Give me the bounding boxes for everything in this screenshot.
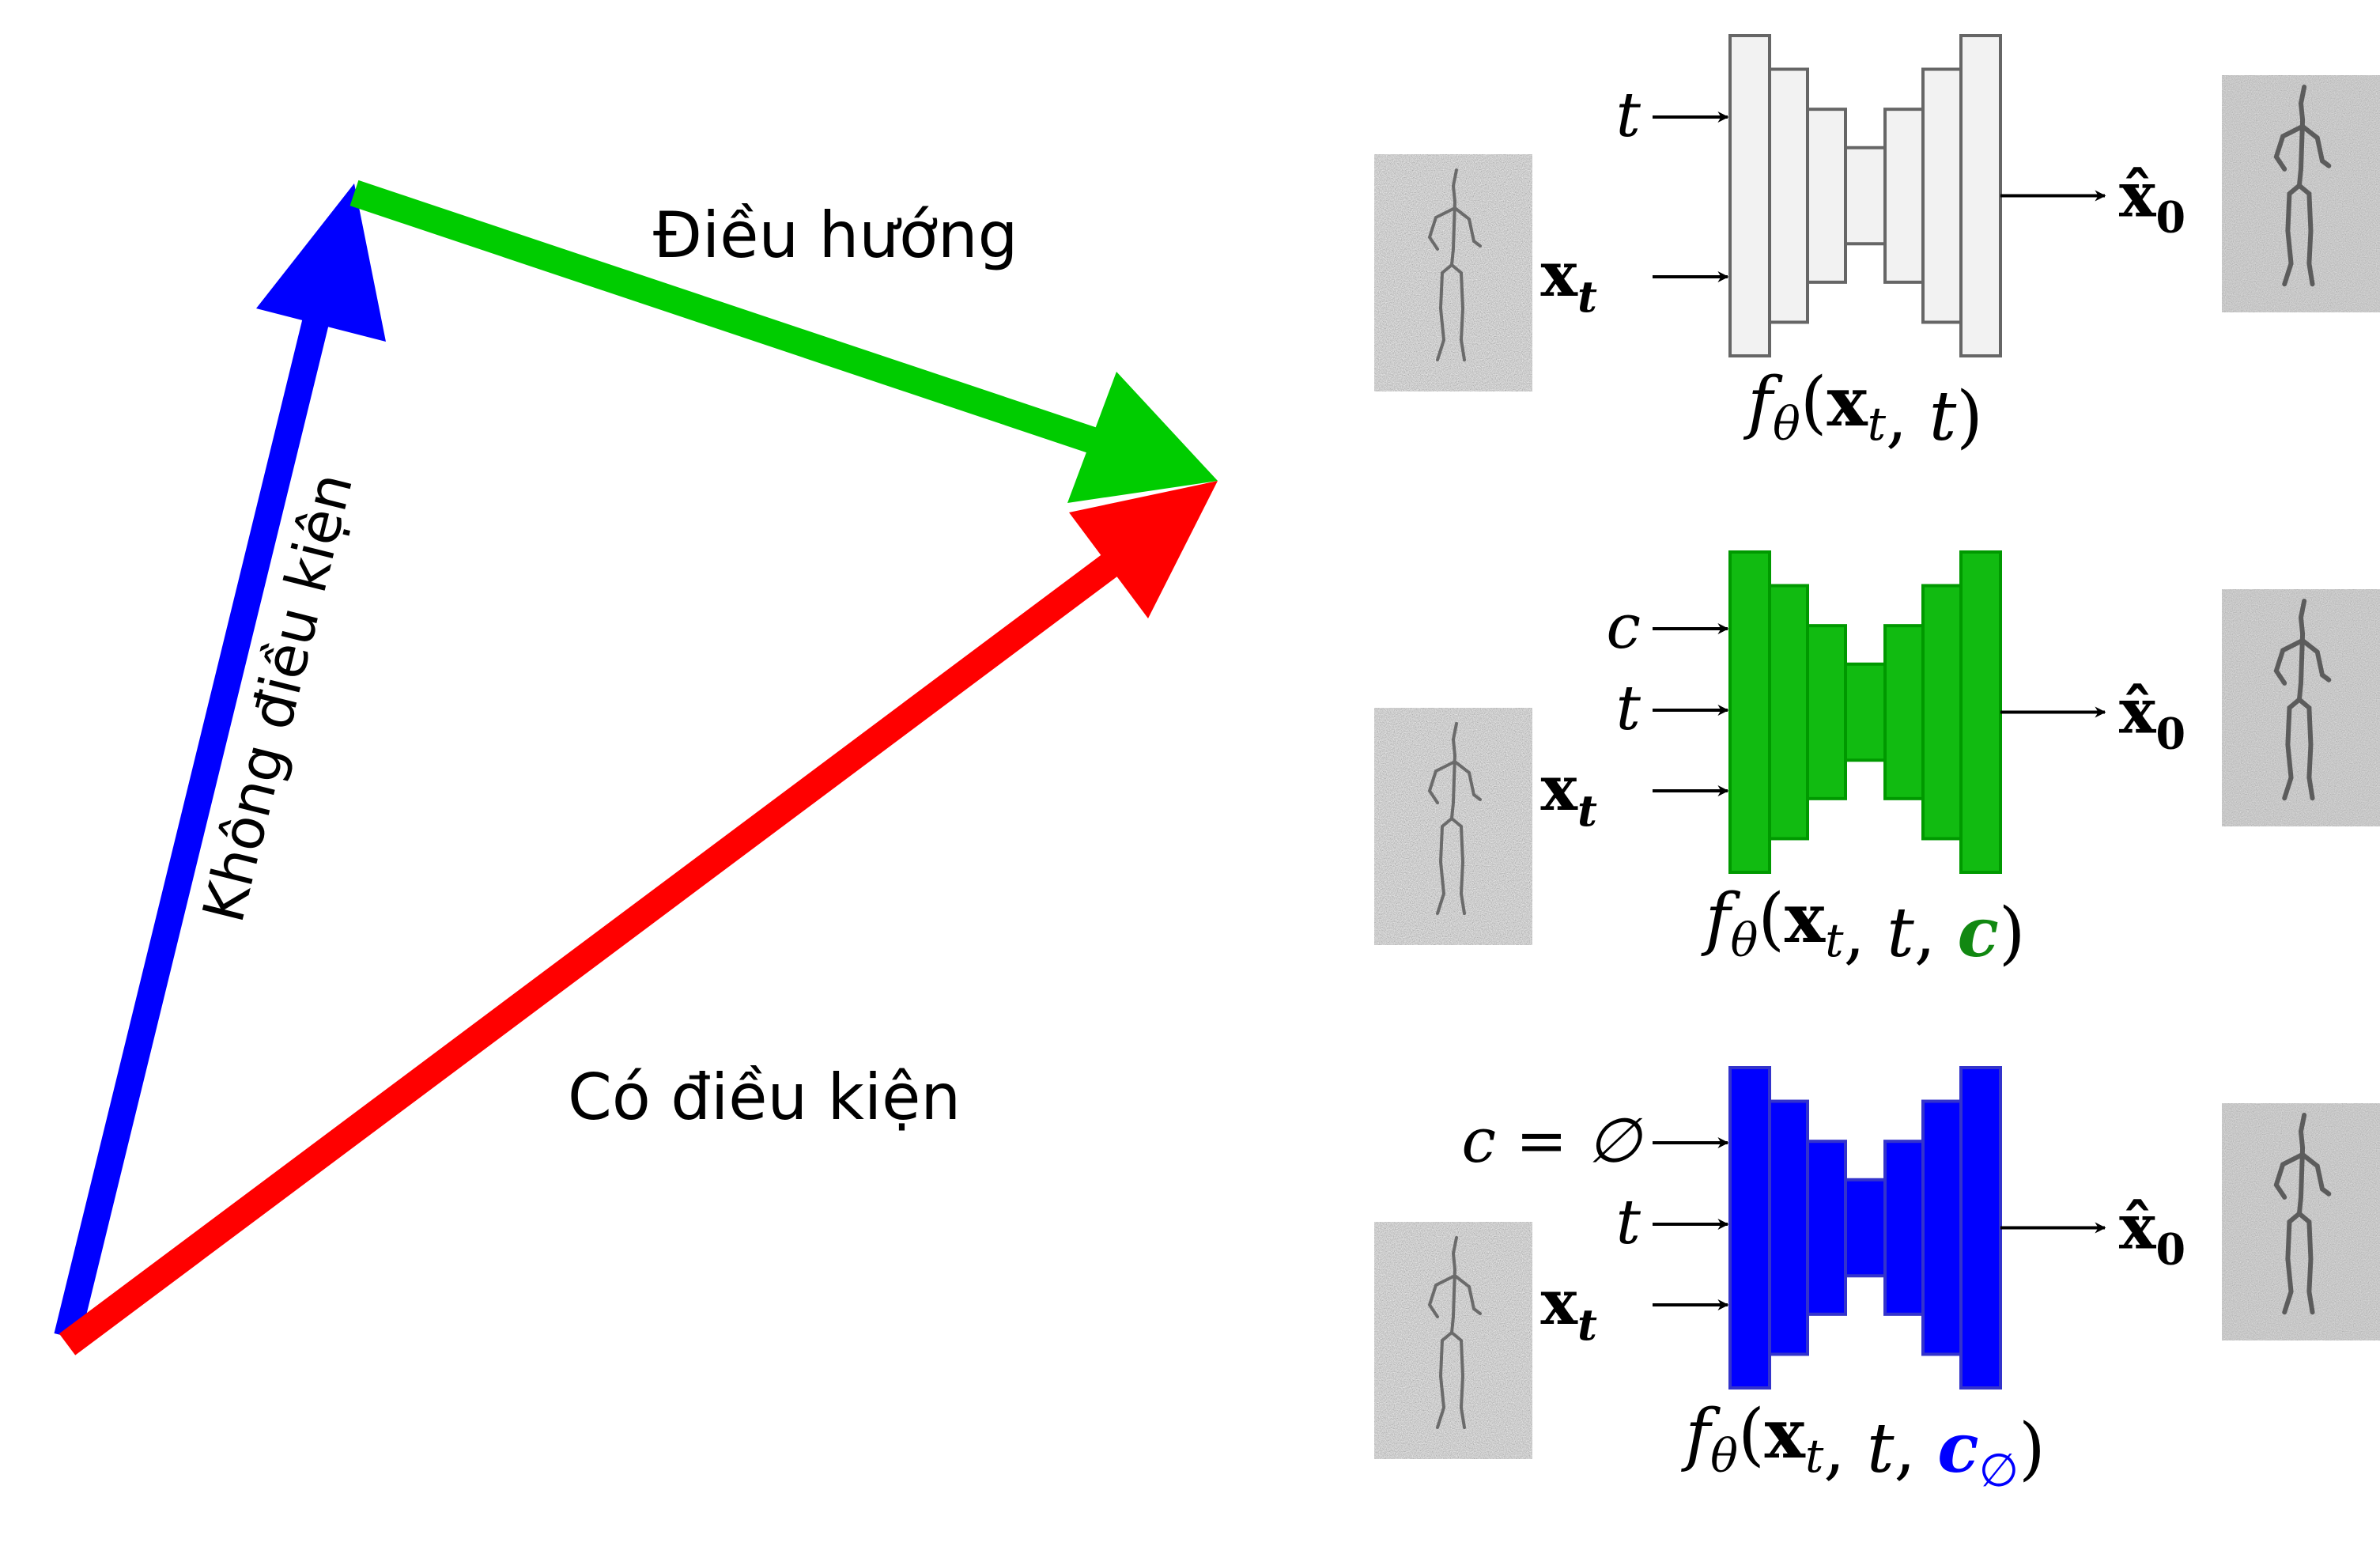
unet-block xyxy=(1921,584,1963,841)
network-caption: fθ(xt, t) xyxy=(1743,362,1983,456)
input-label: c = ∅ xyxy=(1461,1106,1643,1177)
unet-blocks xyxy=(1728,34,2002,357)
skeleton-figure xyxy=(1427,722,1482,915)
unet-block xyxy=(1959,1066,2002,1390)
unet-blocks xyxy=(1728,1066,2002,1390)
unconditional-arrow xyxy=(54,183,386,1340)
unet-block xyxy=(1921,1099,1963,1356)
noisy-input-image xyxy=(1374,154,1532,391)
unet-block xyxy=(1959,34,2002,357)
skeleton-figure xyxy=(2273,599,2332,801)
input-label: t xyxy=(1616,1187,1641,1258)
input-label: t xyxy=(1616,673,1641,744)
unet-block xyxy=(1768,584,1809,841)
unet-block xyxy=(1844,1178,1887,1278)
unet-block xyxy=(1806,624,1847,800)
skeleton-figure xyxy=(1427,168,1482,361)
unet-block xyxy=(1806,1140,1847,1316)
unet-block xyxy=(1728,550,1771,874)
denoised-output-image xyxy=(2222,75,2380,312)
unet-block xyxy=(1806,108,1847,284)
output-label: x̂0 xyxy=(2119,160,2185,243)
network-caption: fθ(xt, t, c∅) xyxy=(1680,1394,2045,1497)
denoised-output-image xyxy=(2222,1103,2380,1340)
unet-block xyxy=(1728,34,1771,357)
unet-block xyxy=(1883,624,1925,800)
input-label: xt xyxy=(1541,239,1598,322)
guidance-label: Điều hướng xyxy=(653,199,1018,272)
guidance-arrow xyxy=(349,180,1218,503)
unet-block xyxy=(1844,662,1887,762)
output-label: x̂0 xyxy=(2119,1192,2185,1275)
output-label: x̂0 xyxy=(2119,676,2185,759)
skeleton-figure xyxy=(2273,85,2332,287)
unet-blocks xyxy=(1728,550,2002,874)
unet-block xyxy=(1844,146,1887,246)
noisy-input-image xyxy=(1374,708,1532,945)
input-label: xt xyxy=(1541,1267,1598,1350)
conditional-label: Có điều kiện xyxy=(568,1061,961,1134)
unet-block xyxy=(1768,1099,1809,1356)
input-label: c xyxy=(1606,592,1641,663)
unet-block xyxy=(1768,67,1809,324)
network-caption: fθ(xt, t, c) xyxy=(1701,879,2026,973)
unet-block xyxy=(1959,550,2002,874)
unet-block xyxy=(1728,1066,1771,1390)
denoised-output-image xyxy=(2222,589,2380,826)
network-row-null-conditional: c = ∅ txt x̂0 fθ(xt, t, c∅) xyxy=(1374,1066,2380,1497)
skeleton-figure xyxy=(1427,1236,1482,1429)
input-label: xt xyxy=(1541,753,1598,836)
noisy-input-image xyxy=(1374,1222,1532,1459)
network-row-plain: t xt x̂0 fθ(xt, t) xyxy=(1374,34,2380,456)
conditional-arrow xyxy=(59,481,1218,1355)
input-label: t xyxy=(1616,80,1641,151)
skeleton-figure xyxy=(2273,1113,2332,1315)
unet-block xyxy=(1883,1140,1925,1316)
unet-block xyxy=(1883,108,1925,284)
unet-block xyxy=(1921,67,1963,324)
vector-diagram: Không điều kiện Điều hướng Có điều kiện xyxy=(54,180,1218,1355)
